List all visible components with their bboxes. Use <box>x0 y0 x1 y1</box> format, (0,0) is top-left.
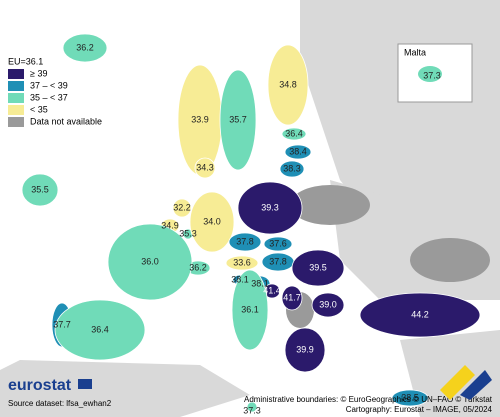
region-value: 36.1 <box>241 304 259 314</box>
region <box>219 69 257 171</box>
region <box>279 160 305 178</box>
region-value: 35.3 <box>179 228 197 238</box>
region-value: 37.3 <box>243 405 261 415</box>
region-value: 39.5 <box>309 262 327 272</box>
region-value: 36.4 <box>91 324 109 334</box>
region <box>281 127 307 141</box>
source: Source dataset: lfsa_ewhan2 <box>8 399 112 408</box>
legend-label: < 35 <box>30 104 48 114</box>
region-value: 34.9 <box>161 220 179 230</box>
region-value: 35.7 <box>229 114 247 124</box>
region <box>237 181 303 235</box>
legend-label: 35 – < 37 <box>30 92 68 102</box>
region-value: 35.5 <box>31 184 49 194</box>
inset-region <box>418 66 442 82</box>
region <box>391 389 429 407</box>
region-value: 36.2 <box>76 42 94 52</box>
region-value: 39.3 <box>261 202 279 212</box>
inset-value: 37.3 <box>423 70 441 80</box>
legend: EU=36.1 ≥ 39 37 – < 39 35 – < 37 < 35 Data n… <box>8 56 102 127</box>
logo: eurostat <box>8 377 72 394</box>
region <box>359 292 481 338</box>
legend-label: Data not available <box>30 116 102 126</box>
legend-title: EU=36.1 <box>8 56 43 66</box>
unavailable-region <box>410 238 490 282</box>
region-value: 37.8 <box>236 236 254 246</box>
region-value: 38.5 <box>401 392 419 402</box>
legend-label: 37 – < 39 <box>30 80 68 90</box>
region-value: 34.3 <box>196 162 214 172</box>
inset-title: Malta <box>404 47 426 57</box>
region-value: 41.7 <box>283 292 301 302</box>
region-value: 39.9 <box>296 344 314 354</box>
region <box>225 255 259 271</box>
region-value: 38.4 <box>289 146 307 156</box>
region <box>311 292 345 318</box>
region <box>172 198 192 218</box>
region <box>189 191 235 253</box>
region-value: 37.7 <box>53 319 71 329</box>
region-value: 37.8 <box>269 256 287 266</box>
region <box>263 236 293 252</box>
region <box>54 299 146 361</box>
region-value: 38.1 <box>231 274 249 284</box>
legend-swatch <box>8 117 24 127</box>
regions: 36.2 33.9 35.7 34.8 36.4 38.4 38.3 34.3 35.5 32.2… <box>21 33 490 415</box>
region <box>62 33 108 63</box>
legend-swatch <box>8 93 24 103</box>
region-value: 33.9 <box>191 114 209 124</box>
footer: eurostat Source dataset: lfsa_ewhan2 Adm… <box>8 365 493 414</box>
legend-swatch <box>8 81 24 91</box>
region-value: 38.1 <box>251 278 269 288</box>
region <box>107 223 193 301</box>
region-value: 36.4 <box>285 128 303 138</box>
region-value: 39.0 <box>319 299 337 309</box>
unavailable-region <box>290 185 370 225</box>
region-value: 38.3 <box>283 163 301 173</box>
region <box>194 157 216 179</box>
region-value: 41.4 <box>263 285 281 295</box>
region <box>284 327 326 373</box>
legend-label: ≥ 39 <box>30 68 47 78</box>
region-value: 44.2 <box>411 309 429 319</box>
region-value: 34.8 <box>279 79 297 89</box>
region <box>228 232 262 252</box>
boundaries: Administrative boundaries: © EuroGeograp… <box>244 395 493 404</box>
region <box>291 249 345 287</box>
region <box>21 173 59 207</box>
region-value: 36.0 <box>141 256 159 266</box>
region <box>281 285 303 311</box>
region-value: 33.6 <box>233 257 251 267</box>
region-value: 34.0 <box>203 216 221 226</box>
region-value: 32.2 <box>173 202 191 212</box>
cartography: Cartography: Eurostat – IMAGE, 05/2024 <box>346 405 493 414</box>
legend-swatch <box>8 69 24 79</box>
region-value: 36.2 <box>189 262 207 272</box>
malta-inset: Malta 37.3 <box>397 43 473 103</box>
region <box>267 44 309 126</box>
region <box>284 144 312 160</box>
legend-swatch <box>8 105 24 115</box>
region <box>246 401 258 413</box>
region-value: 37.6 <box>269 238 287 248</box>
region <box>231 269 269 351</box>
